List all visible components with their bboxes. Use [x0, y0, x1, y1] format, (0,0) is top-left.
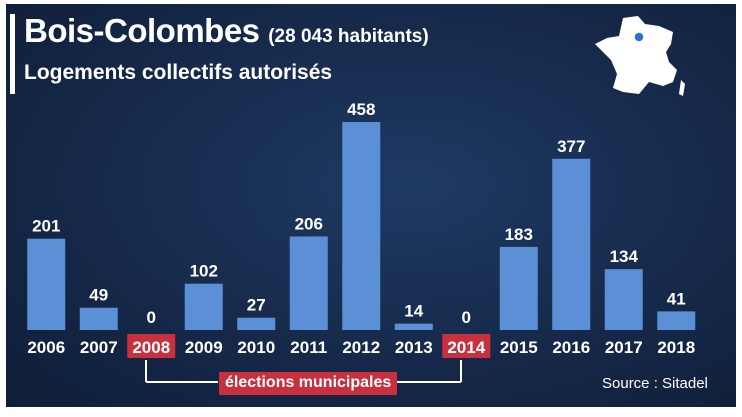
bar-2010: [237, 317, 276, 330]
tick-label-2013: 2013: [395, 338, 433, 357]
tick-label-2015: 2015: [500, 338, 538, 357]
chart-subtitle: Logements collectifs autorisés: [24, 61, 333, 84]
chart-title: Bois-Colombes (28 043 habitants): [24, 12, 429, 50]
bar-2015: [499, 246, 538, 330]
value-label-2010: 27: [247, 296, 266, 315]
value-label-2013: 14: [404, 302, 423, 321]
tick-label-2014: 2014: [447, 338, 485, 357]
value-label-2017: 134: [610, 247, 639, 266]
tick-label-2016: 2016: [552, 338, 590, 357]
source-label: Source : Sitadel: [602, 375, 708, 392]
value-label-2018: 41: [667, 289, 686, 308]
bar-chart: 201 2006 49 2007 0 2008 102 2009 27 2010 206 2011 45…: [27, 100, 696, 358]
bar-2017: [604, 269, 643, 330]
france-map-shape: [595, 16, 677, 94]
tick-label-2012: 2012: [342, 338, 380, 357]
tick-label-2009: 2009: [185, 338, 223, 357]
tick-label-2018: 2018: [657, 338, 695, 357]
bar-2009: [184, 283, 223, 330]
value-label-2008: 0: [147, 308, 156, 327]
value-label-2009: 102: [190, 262, 218, 281]
value-label-2015: 183: [505, 225, 533, 244]
elections-bracket: [145, 360, 462, 383]
corsica-shape: [679, 80, 685, 96]
tick-label-2017: 2017: [605, 338, 643, 357]
value-label-2014: 0: [462, 308, 471, 327]
value-label-2011: 206: [295, 214, 323, 233]
value-label-2016: 377: [557, 137, 585, 156]
bar-2018: [657, 311, 696, 330]
bar-2007: [79, 307, 118, 330]
chart-title-text: Bois-Colombes: [24, 12, 260, 49]
tick-label-2010: 2010: [237, 338, 275, 357]
tick-label-2011: 2011: [290, 338, 327, 357]
value-label-2007: 49: [89, 286, 108, 305]
location-marker: [633, 31, 645, 43]
value-label-2006: 201: [32, 217, 60, 236]
tick-label-2008: 2008: [132, 338, 170, 357]
bar-2006: [27, 238, 66, 330]
bar-2013: [394, 323, 433, 330]
bar-2012: [342, 122, 381, 330]
highlight-2014: [442, 334, 491, 358]
value-label-2012: 458: [347, 100, 375, 119]
highlight-2008: [127, 334, 176, 358]
bar-2016: [552, 158, 591, 330]
title-accent-bar: [10, 14, 15, 94]
elections-label: élections municipales: [219, 372, 398, 395]
tick-label-2006: 2006: [27, 338, 65, 357]
tick-label-2007: 2007: [80, 338, 118, 357]
bar-2011: [289, 236, 328, 330]
population-note: (28 043 habitants): [268, 26, 429, 47]
france-map-icon: [595, 16, 685, 96]
chart-frame: Bois-Colombes (28 043 habitants) Logemen…: [6, 4, 736, 407]
